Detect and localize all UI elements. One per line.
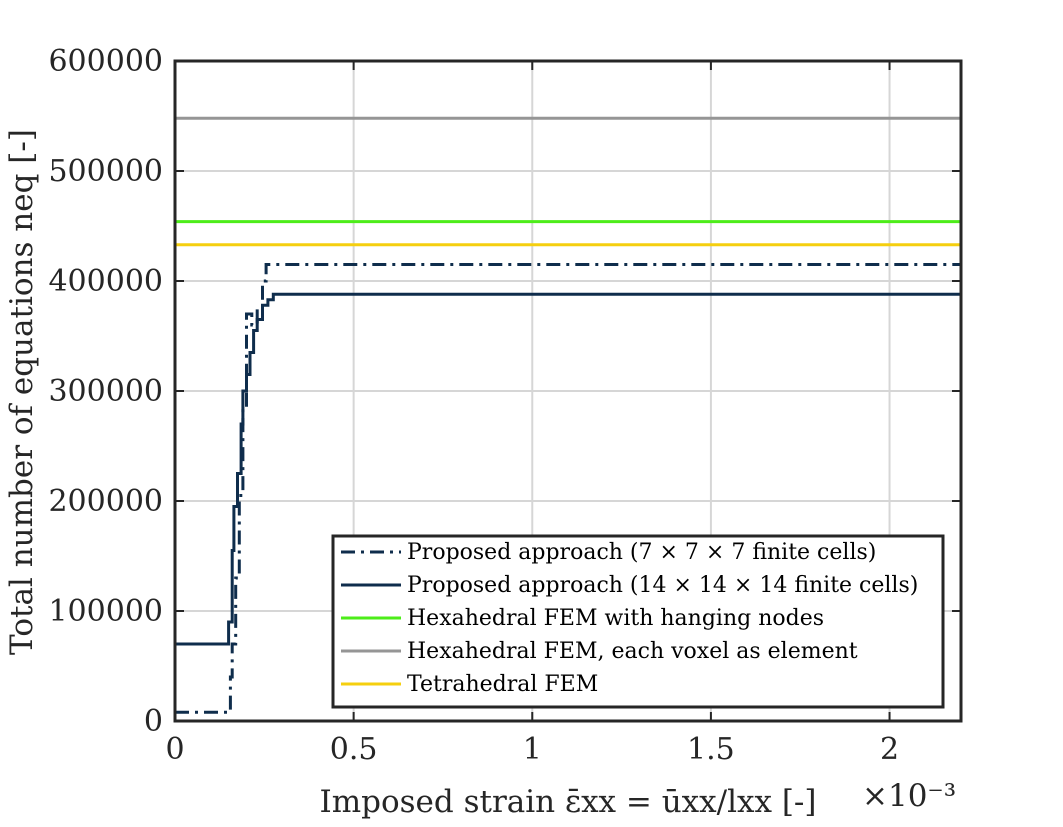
legend-label: Hexahedral FEM, each voxel as element [407, 639, 858, 664]
y-tick-label: 400000 [48, 264, 163, 299]
legend: Proposed approach (7 × 7 × 7 finite cell… [331, 534, 945, 709]
series-group [175, 116, 961, 714]
series-line-1 [175, 263, 961, 714]
y-tick-label: 0 [144, 704, 163, 739]
x-tick-label: 0.5 [330, 732, 378, 767]
legend-label: Tetrahedral FEM [407, 672, 598, 697]
y-tick-label: 500000 [48, 154, 163, 189]
y-tick-label: 600000 [48, 44, 163, 79]
legend-label: Proposed approach (7 × 7 × 7 finite cell… [407, 540, 876, 565]
y-tick-label: 300000 [48, 374, 163, 409]
x-tick-label: 1.5 [687, 732, 735, 767]
x-tick-label: 1 [523, 732, 542, 767]
y-tick-label: 200000 [48, 484, 163, 519]
x-tick-label: 0 [165, 732, 184, 767]
legend-label: Hexahedral FEM with hanging nodes [407, 606, 824, 631]
legend-box [331, 534, 945, 709]
y-tick-label: 100000 [48, 594, 163, 629]
series-line-2 [175, 292, 961, 646]
y-axis-label: Total number of equations neq [-] [4, 129, 40, 655]
x-axis-label: Imposed strain ε̄xx = ūxx/lxx [-] [320, 784, 817, 820]
x-axis-exponent: ×10⁻³ [862, 778, 956, 814]
ticks: 0 0.5 1 1.5 2 0 100000 200000 300000 400000 500000… [48, 44, 961, 767]
x-tick-label: 2 [880, 732, 899, 767]
legend-label: Proposed approach (14 × 14 × 14 finite c… [407, 573, 918, 598]
